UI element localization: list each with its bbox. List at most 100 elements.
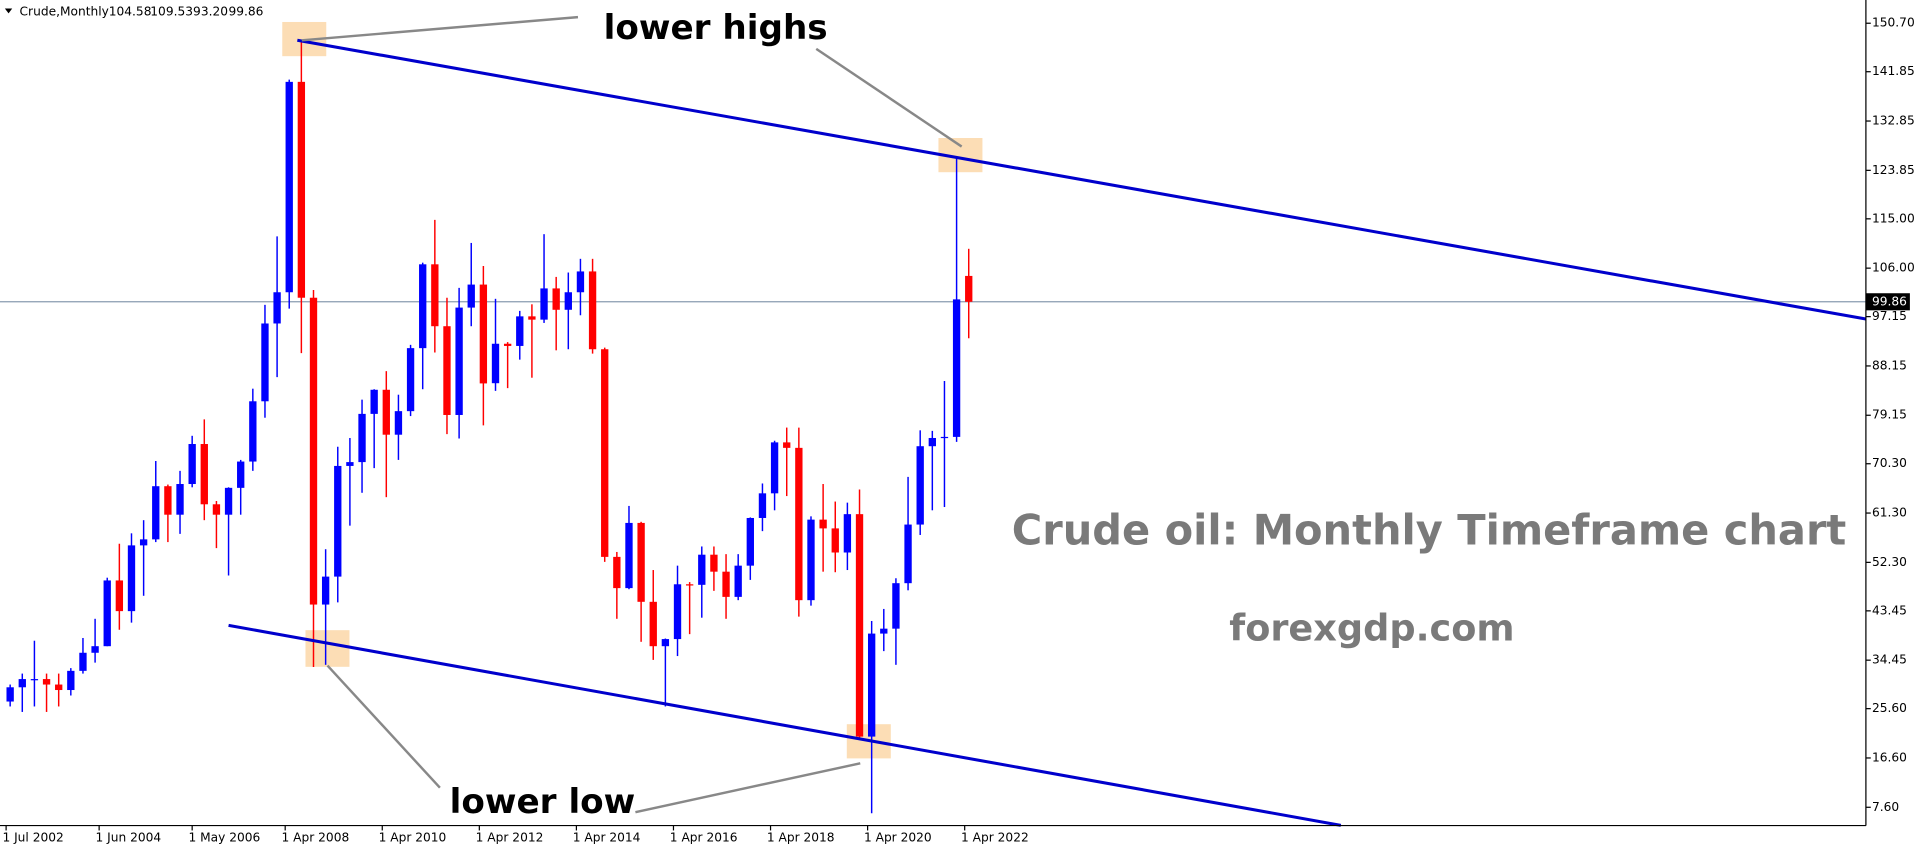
watermark-site: forexgdp.com [1229, 607, 1514, 650]
candle-body [710, 554, 718, 572]
x-tick-label: 1 Apr 2016 [670, 830, 738, 844]
candle-body [758, 493, 767, 518]
candle-body [115, 580, 124, 612]
candle-body [334, 465, 342, 577]
candle-body [698, 554, 706, 585]
candle-body [370, 389, 378, 414]
watermark-title: Crude oil: Monthly Timeframe chart [1012, 506, 1847, 555]
candle-body [261, 323, 269, 402]
candle-body [419, 264, 427, 349]
candle-body [200, 444, 208, 505]
candle-body [540, 288, 548, 320]
candle-body [880, 628, 888, 634]
x-tick-label: 1 Apr 2020 [864, 830, 932, 844]
last-price-label: 99.86 [1872, 294, 1907, 308]
candle-body [576, 271, 585, 293]
ohlc-high: 109.53 [150, 5, 193, 19]
y-tick-label: 150.70 [1872, 16, 1915, 30]
x-tick-label: 1 Apr 2022 [961, 830, 1029, 844]
candle-body [42, 679, 51, 685]
y-tick-label: 34.45 [1872, 653, 1907, 667]
candle-body [722, 571, 730, 597]
candle-body [503, 343, 512, 346]
y-tick-label: 123.85 [1872, 163, 1915, 177]
y-tick-label: 141.85 [1872, 64, 1915, 78]
candle-body [637, 522, 645, 602]
y-tick-label: 25.60 [1872, 701, 1907, 715]
candle-body [843, 514, 852, 553]
candle-body [685, 584, 694, 586]
x-tick-label: 1 Apr 2012 [476, 830, 544, 844]
candle-body [309, 297, 318, 605]
candle-body [321, 576, 330, 605]
y-tick-label: 70.30 [1872, 456, 1907, 470]
plot [0, 38, 1867, 827]
candle-body [346, 462, 354, 466]
pointers [301, 15, 963, 814]
candle-body [164, 486, 172, 515]
candle-body [673, 584, 682, 640]
candle-body [965, 275, 973, 302]
candle-body [831, 528, 839, 553]
y-tick-label: 97.15 [1872, 309, 1907, 323]
candle-body [285, 81, 293, 293]
y-tick-label: 7.60 [1872, 800, 1899, 814]
pointer-line [815, 47, 963, 148]
candle-body [613, 556, 621, 589]
candle-body [18, 679, 26, 688]
ohlc-low: 93.20 [193, 5, 228, 19]
candle-body [127, 545, 136, 612]
pointer-line [635, 762, 861, 814]
y-tick-label: 106.00 [1872, 261, 1915, 275]
candle-body [783, 442, 791, 448]
candle-body [297, 81, 306, 298]
candle-body [588, 271, 597, 350]
candle-body [770, 442, 779, 494]
candle-body [406, 348, 415, 412]
candle-body [176, 484, 184, 515]
candle-body [30, 679, 39, 681]
annotation-lower-low: lower low [450, 782, 636, 822]
highlight-box [305, 630, 350, 667]
candle-body [152, 486, 160, 540]
y-tick-label: 88.15 [1872, 358, 1907, 372]
candle-body [516, 316, 524, 346]
candle-body [67, 670, 75, 691]
candle-body [6, 687, 14, 702]
candle-body [467, 284, 475, 308]
candle-body [734, 565, 742, 597]
x-tick-label: 1 Apr 2014 [573, 830, 641, 844]
candle-body [249, 401, 257, 462]
candle-body [819, 519, 827, 529]
x-tick-label: 1 May 2006 [188, 830, 260, 844]
candle-body [103, 580, 111, 647]
menu-triangle [4, 8, 13, 14]
annotation-lower-highs: lower highs [604, 8, 828, 48]
candle-body [661, 639, 670, 647]
candle-body [855, 514, 864, 737]
candle-body [491, 343, 500, 384]
last-price-box [1865, 293, 1910, 311]
y-tick-label: 43.45 [1872, 603, 1907, 617]
candle-body [649, 601, 657, 647]
trendline [228, 623, 1342, 827]
symbol-label: Crude,Monthly [20, 5, 109, 19]
candle-body [139, 539, 148, 546]
candle-body [431, 264, 439, 327]
candle-body [79, 652, 87, 671]
trendline [297, 38, 1867, 321]
candle-body [892, 583, 900, 629]
y-tick-label: 132.85 [1872, 114, 1915, 128]
candle-body [746, 517, 754, 566]
candle-body [928, 437, 936, 447]
candle-body [940, 436, 949, 439]
candle-body [91, 646, 99, 653]
y-tick-label: 52.30 [1872, 555, 1907, 569]
y-tick-label: 79.15 [1872, 408, 1907, 422]
candle-body [55, 684, 63, 691]
candle-body [455, 307, 463, 415]
y-tick-label: 115.00 [1872, 211, 1915, 225]
x-tick-label: 1 Apr 2008 [282, 830, 350, 844]
pointer-line [326, 664, 441, 789]
